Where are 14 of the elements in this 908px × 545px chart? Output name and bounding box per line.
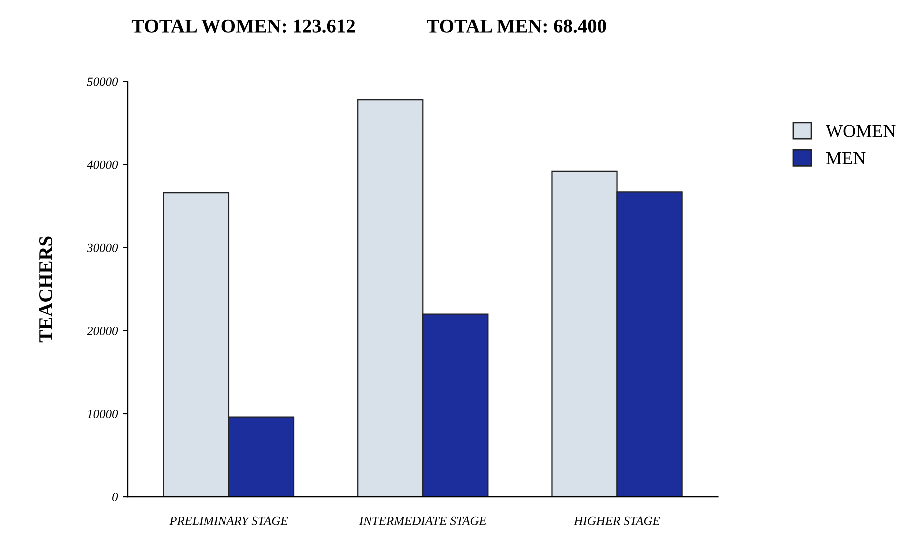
x-tick-label: HIGHER STAGE xyxy=(574,516,660,526)
y-tick-label: 0 xyxy=(112,493,118,502)
x-tick-label: INTERMEDIATE STAGE xyxy=(359,516,487,526)
legend-label: MEN xyxy=(826,152,866,164)
y-tick-label: 50000 xyxy=(87,78,118,86)
y-tick-label: 10000 xyxy=(88,410,118,418)
legend-label: WOMEN xyxy=(826,125,896,138)
y-tick-label: 40000 xyxy=(87,160,118,170)
y-tick-label: 20000 xyxy=(87,326,118,336)
chart-title: TOTAL WOMEN: 123.612 xyxy=(132,20,356,33)
y-tick-label: 30000 xyxy=(87,244,118,252)
y-axis-title: TEACHERS xyxy=(39,236,53,343)
chart-subtitle: TOTAL MEN: 68.400 xyxy=(427,20,606,33)
x-tick-label: PRELIMINARY STAGE xyxy=(170,516,288,526)
